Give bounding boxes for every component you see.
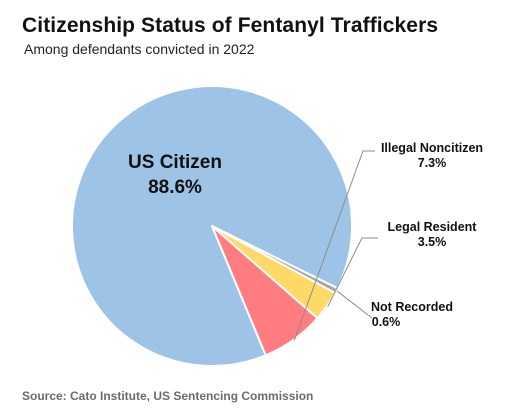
chart-subtitle: Among defendants convicted in 2022: [24, 41, 255, 57]
leader-lines: [293, 150, 378, 341]
slice-value-legal-resident: 3.5%: [418, 235, 447, 249]
pie-slices: [71, 85, 353, 367]
leader-line-legal-resident: [327, 237, 378, 307]
slice-value-us-citizen: 88.6%: [148, 177, 202, 198]
slice-label-illegal-noncitizen: Illegal Noncitizen: [381, 141, 483, 155]
slice-value-not-recorded: 0.6%: [372, 315, 401, 329]
leader-line-illegal-noncitizen: [293, 150, 375, 341]
chart-title: Citizenship Status of Fentanyl Trafficke…: [22, 14, 439, 37]
slice-label-us-citizen: US Citizen: [128, 152, 222, 173]
leader-line-not-recorded: [336, 290, 373, 319]
slice-label-not-recorded: Not Recorded: [371, 300, 453, 314]
source-note: Source: Cato Institute, US Sentencing Co…: [22, 389, 314, 403]
slice-value-illegal-noncitizen: 7.3%: [418, 156, 447, 170]
slice-label-legal-resident: Legal Resident: [388, 220, 478, 234]
